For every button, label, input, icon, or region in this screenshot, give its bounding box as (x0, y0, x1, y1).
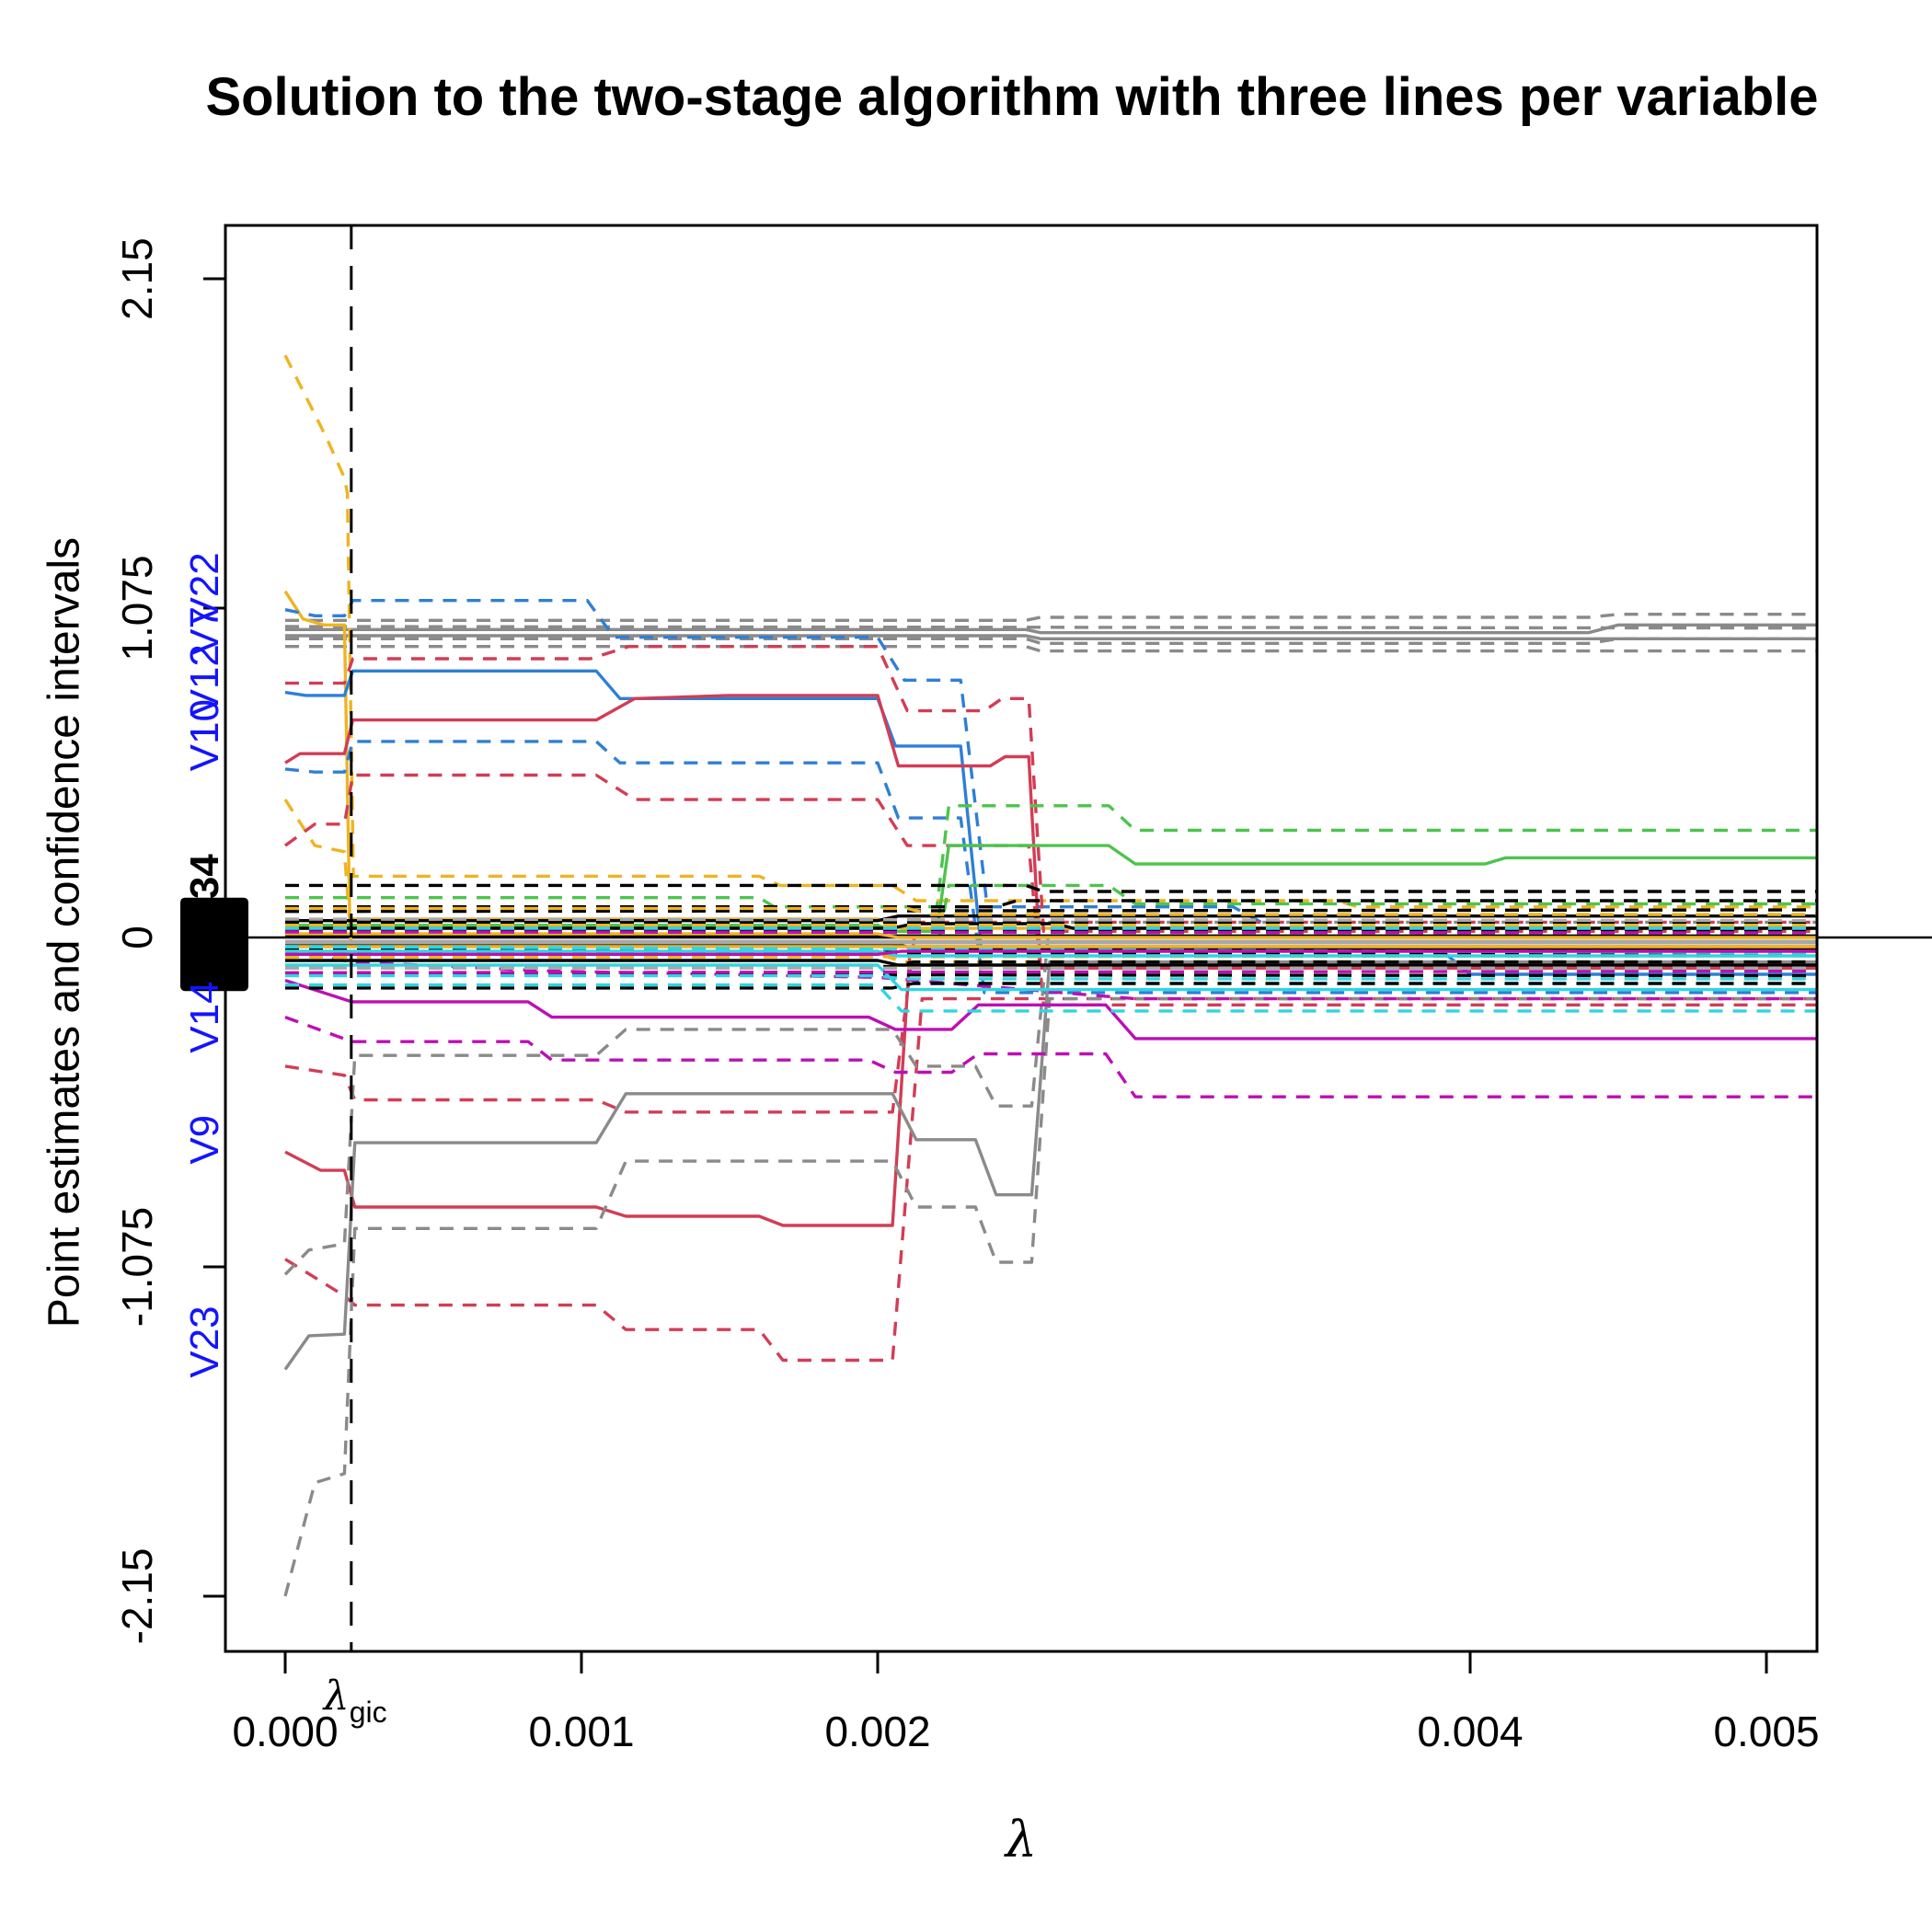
series-red-var-upper-upper-ci (285, 645, 1817, 933)
series-gray-band-2-estimate (285, 634, 1817, 640)
series-cluster-black-2-upper-ci (285, 899, 1817, 909)
series-red-var-lower-lower-ci (284, 996, 1817, 1363)
x-tick-label: 0.000 (232, 1708, 338, 1755)
series-red-var-upper-lower-ci (284, 773, 1817, 1006)
var-label-V7: V7 (182, 606, 227, 656)
series-magenta-var-lower-ci (284, 1016, 1817, 1098)
series-cluster-black-5-estimate (285, 959, 1817, 967)
series-red-var-upper-estimate (284, 694, 1817, 970)
series-gray-var-low-lower-ci (283, 996, 1817, 1597)
series-gray-var-low-estimate (283, 960, 1817, 1371)
var-label-V9: V9 (182, 1115, 227, 1165)
x-tick-label: 0.004 (1417, 1708, 1523, 1755)
series-cluster-magenta-lower-ci (284, 969, 1817, 974)
series-gold-var-lower-ci (283, 799, 1817, 964)
y-axis-title: Point estimates and confidence intervals (40, 536, 89, 1328)
var-label-V22: V22 (182, 552, 227, 624)
overlapping-labels-blob (180, 897, 248, 992)
series-cluster-black-3-upper-ci (284, 908, 1817, 914)
series-cluster-magenta-estimate (285, 949, 1817, 956)
series-red-var-lower-estimate (284, 945, 1817, 1227)
series-gray-var-low-upper-ci (283, 920, 1817, 1276)
chart-title: Solution to the two-stage algorithm with… (205, 67, 1819, 127)
series-cluster-gold-estimate (285, 932, 1817, 939)
var-label-V12: V12 (182, 644, 227, 716)
series-cluster-cyan-2-estimate (285, 963, 1817, 992)
var-label-V23: V23 (182, 1305, 227, 1377)
series-gray-band-2-upper-ci (284, 625, 1817, 630)
series-gold-var-upper-ci (283, 354, 1817, 909)
x-tick-label: 0.002 (824, 1708, 930, 1755)
series-cluster-cyan-2-lower-ci (285, 983, 1817, 1013)
series-cluster-gray-light-upper-ci (284, 917, 1817, 923)
var-label-V14: V14 (182, 981, 227, 1052)
series-gray-band-1-estimate (285, 623, 1817, 635)
series-blue-var-upper-ci (284, 599, 1817, 933)
series-cluster-black-2-lower-ci (285, 982, 1817, 990)
y-tick-label: -1.075 (113, 1207, 161, 1327)
x-axis-title: λ (1005, 1811, 1038, 1869)
y-tick-label: 2.15 (113, 237, 161, 320)
series-cluster-black-1-lower-ci (285, 960, 1817, 969)
series-blue-var-lower-ci (284, 740, 1817, 995)
series-magenta-var-estimate (284, 978, 1817, 1041)
series-cluster-magenta-upper-ci (284, 930, 1817, 935)
y-tick-label: 1.075 (113, 555, 161, 661)
series-cluster-black-5-lower-ci (284, 972, 1817, 978)
y-tick-label: 0 (113, 926, 161, 949)
series-cluster-black-1-upper-ci (285, 883, 1817, 893)
y-tick-label: -2.15 (113, 1548, 161, 1645)
series-gray-band-2-lower-ci (285, 645, 1817, 653)
series-green-var-upper-ci (285, 804, 1817, 909)
series-cluster-gold-upper-ci (285, 906, 1817, 916)
var-label-V10: V10 (182, 699, 227, 771)
series-gray-band-1-upper-ci (285, 613, 1817, 622)
series-cluster-black-3-lower-ci (284, 928, 1817, 933)
series-red-var-lower-upper-ci (284, 920, 1817, 1114)
x-tick-label: 0.005 (1713, 1708, 1819, 1755)
x-tick-label: 0.001 (528, 1708, 634, 1755)
